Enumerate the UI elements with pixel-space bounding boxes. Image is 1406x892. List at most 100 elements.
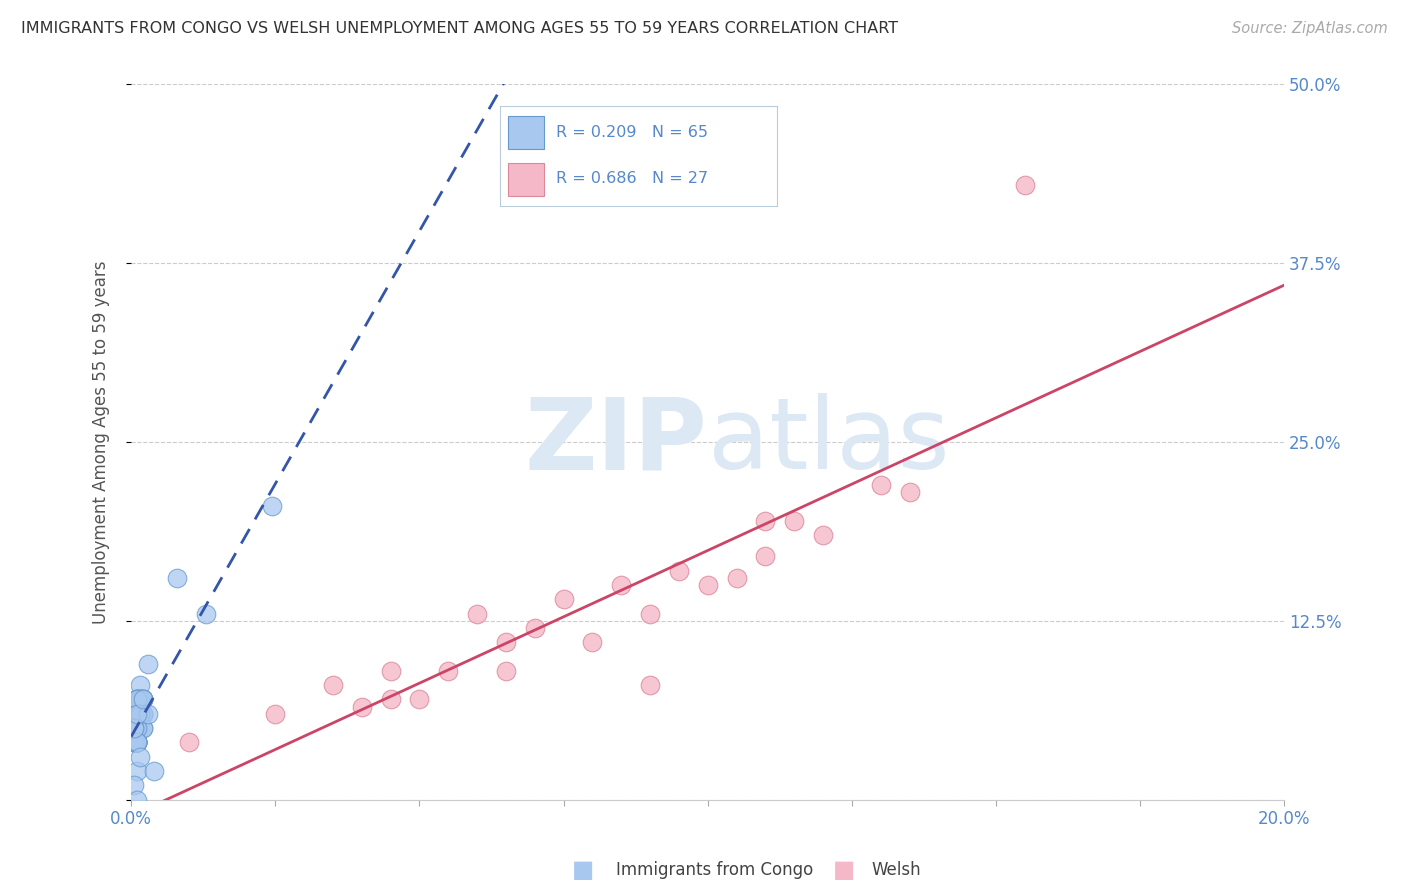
Point — [125, 706, 148, 721]
Point — [122, 735, 145, 749]
Point — [350, 699, 373, 714]
Point — [131, 706, 153, 721]
Point — [122, 721, 145, 735]
Point — [125, 735, 148, 749]
Point — [131, 692, 153, 706]
Point — [668, 564, 690, 578]
Point — [131, 692, 153, 706]
Point — [131, 692, 153, 706]
Point — [1014, 178, 1036, 192]
Point — [125, 706, 148, 721]
Point — [143, 764, 166, 778]
Point — [125, 692, 148, 706]
Point — [581, 635, 603, 649]
Point — [122, 721, 145, 735]
Point — [125, 764, 148, 778]
Point — [553, 592, 575, 607]
Point — [122, 721, 145, 735]
Point — [128, 706, 150, 721]
Point — [122, 735, 145, 749]
Point — [125, 692, 148, 706]
Point — [128, 678, 150, 692]
Point — [125, 735, 148, 749]
Point — [122, 721, 145, 735]
Point — [128, 721, 150, 735]
Text: Welsh: Welsh — [872, 861, 921, 879]
Point — [122, 735, 145, 749]
Point — [122, 721, 145, 735]
Text: ■: ■ — [572, 858, 595, 881]
Point — [125, 692, 148, 706]
Text: atlas: atlas — [707, 393, 949, 491]
Point — [122, 735, 145, 749]
Point — [380, 664, 402, 678]
Point — [138, 706, 160, 721]
Y-axis label: Unemployment Among Ages 55 to 59 years: Unemployment Among Ages 55 to 59 years — [93, 260, 110, 624]
Point — [125, 735, 148, 749]
Point — [128, 692, 150, 706]
Point — [125, 735, 148, 749]
Point — [754, 514, 776, 528]
Point — [125, 721, 148, 735]
Point — [125, 721, 148, 735]
Point — [322, 678, 344, 692]
Point — [125, 735, 148, 749]
Point — [122, 721, 145, 735]
Point — [122, 735, 145, 749]
Point — [898, 485, 921, 500]
Point — [128, 692, 150, 706]
Point — [125, 735, 148, 749]
Point — [122, 706, 145, 721]
Point — [131, 721, 153, 735]
Point — [131, 706, 153, 721]
Point — [122, 778, 145, 792]
Point — [408, 692, 430, 706]
Point — [122, 721, 145, 735]
Point — [177, 735, 200, 749]
Point — [131, 721, 153, 735]
Point — [125, 706, 148, 721]
Point — [131, 706, 153, 721]
Point — [610, 578, 633, 592]
Point — [125, 735, 148, 749]
Point — [128, 749, 150, 764]
Point — [125, 721, 148, 735]
Text: Source: ZipAtlas.com: Source: ZipAtlas.com — [1232, 21, 1388, 36]
Point — [125, 692, 148, 706]
Text: IMMIGRANTS FROM CONGO VS WELSH UNEMPLOYMENT AMONG AGES 55 TO 59 YEARS CORRELATIO: IMMIGRANTS FROM CONGO VS WELSH UNEMPLOYM… — [21, 21, 898, 36]
Text: Immigrants from Congo: Immigrants from Congo — [616, 861, 813, 879]
Point — [122, 735, 145, 749]
Point — [195, 607, 218, 621]
Point — [125, 706, 148, 721]
Point — [125, 692, 148, 706]
Point — [125, 706, 148, 721]
Point — [138, 657, 160, 671]
Point — [783, 514, 806, 528]
Point — [125, 735, 148, 749]
Point — [638, 607, 661, 621]
Point — [725, 571, 748, 585]
Point — [380, 692, 402, 706]
Point — [122, 721, 145, 735]
Point — [125, 706, 148, 721]
Point — [131, 692, 153, 706]
Point — [122, 735, 145, 749]
Point — [437, 664, 460, 678]
Point — [264, 706, 287, 721]
Text: ZIP: ZIP — [524, 393, 707, 491]
Point — [125, 792, 148, 806]
Point — [638, 678, 661, 692]
Point — [811, 528, 834, 542]
Point — [869, 478, 891, 492]
Point — [696, 578, 718, 592]
Point — [465, 607, 488, 621]
Point — [125, 706, 148, 721]
Point — [495, 635, 517, 649]
Point — [495, 664, 517, 678]
Point — [125, 721, 148, 735]
Point — [122, 721, 145, 735]
Text: ■: ■ — [832, 858, 855, 881]
Point — [125, 735, 148, 749]
Point — [166, 571, 188, 585]
Point — [523, 621, 546, 635]
